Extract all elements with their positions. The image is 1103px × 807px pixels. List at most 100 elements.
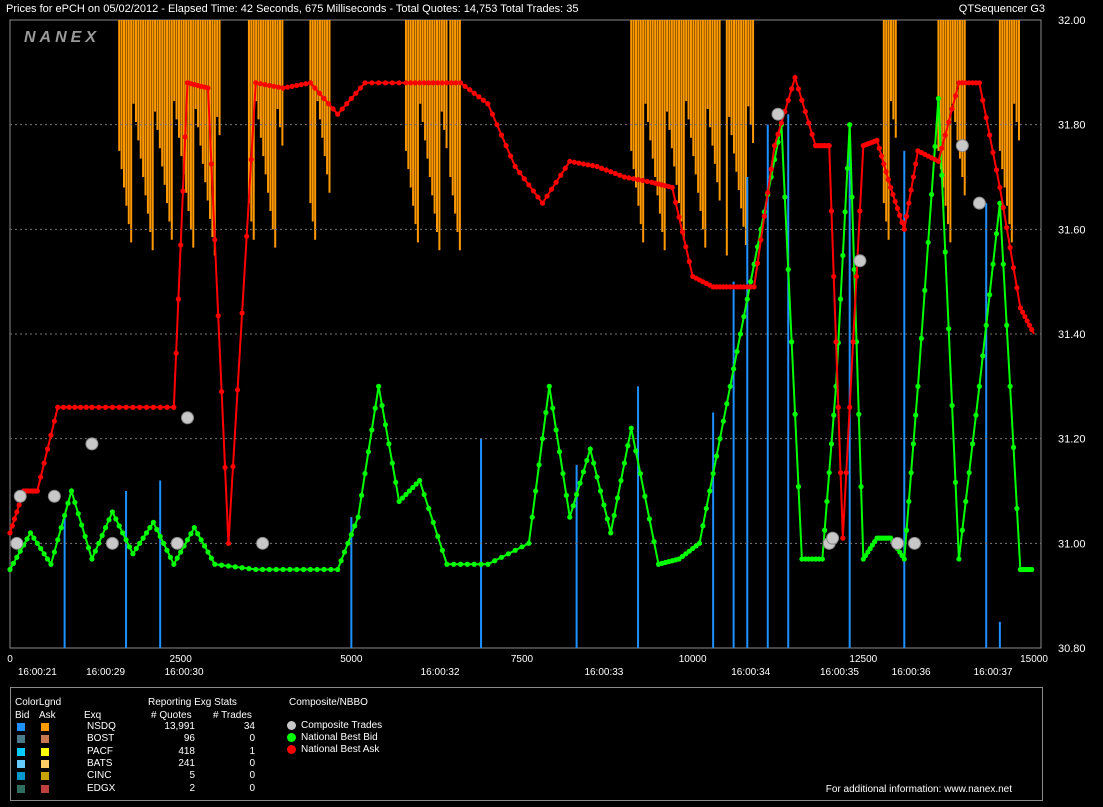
nbbo-label: National Best Bid [301,732,378,743]
bid-point [79,522,85,528]
bid-point [376,383,382,389]
ask-point [123,404,129,410]
ask-point [66,404,72,410]
bid-point [915,383,921,389]
time-tick-label: 16:00:32 [421,667,460,678]
bid-point [856,411,862,417]
bid-point [410,484,416,491]
bid-point [109,509,115,515]
ask-point [182,134,188,140]
exchange-quotes: 96 [183,733,195,745]
x-tick-label: 2500 [170,654,193,665]
nanex-watermark: NANEX [24,29,100,46]
bid-point [178,549,184,555]
ask-point [828,208,835,214]
exchange-quotes: 5 [189,770,195,782]
ask-point [44,446,51,452]
trade-point [853,254,867,268]
ask-point [853,273,860,280]
ask-point [576,160,582,166]
ask-point [799,97,805,103]
bid-point [720,418,726,424]
bid-point [201,543,208,549]
ask-point [219,388,225,395]
bid-point [444,561,450,567]
ask-point [143,404,150,410]
bid-point [133,545,139,552]
bid-point [253,566,259,573]
ask-point [673,199,679,205]
bid-point [457,561,464,567]
bid-point [365,449,371,455]
bid-point [824,498,830,505]
ask-point [630,176,637,182]
y-tick-label: 31.60 [1058,224,1086,236]
bid-point [533,488,539,494]
bid-point [858,484,864,490]
bid-point [82,533,88,539]
bid-point [969,441,976,447]
bid-point [587,446,593,452]
bid-point [161,540,167,546]
bid-point [17,548,23,554]
ask-point [48,432,54,438]
nbbo-marker [287,721,296,730]
ask-point [768,166,774,172]
bid-point [382,422,389,428]
ask-point [778,120,785,126]
ask-point [130,404,136,410]
info-link[interactable]: For additional information: www.nanex.ne… [825,784,1012,795]
app-name: QTSequencer G3 [958,3,1045,15]
bid-point [918,335,924,341]
ask-point [494,122,500,128]
exchange-name: NSDQ [87,721,116,732]
ask-point [599,165,605,171]
bid-point [191,525,197,531]
bid-point [219,562,225,568]
bid-point [99,532,105,539]
ask-point [831,273,837,280]
bid-point [116,523,122,529]
bid-point [976,383,982,389]
ask-point [426,80,432,86]
ask-point [802,108,808,115]
exchange-quotes: 418 [178,745,195,757]
ask-point [558,172,564,178]
ask-point [369,80,375,86]
trade-point [13,489,27,503]
nbbo-marker [287,733,296,742]
ask-point [562,165,568,171]
ask-point [881,161,887,167]
bid-point [44,556,51,562]
ask-point [885,177,891,183]
bid-point [379,402,385,409]
bid-point [273,566,279,573]
bid-point [543,409,549,416]
ask-point [503,143,509,149]
ask-swatch [41,747,49,756]
bid-point [399,495,406,501]
ask-swatch [41,784,49,793]
bid-point [246,566,252,572]
ask-point [467,87,473,93]
exchange-trades: 0 [249,770,255,782]
legend-panel: ColorLgnd Bid Ask Exq Reporting Exg Stat… [10,687,1043,801]
bid-point [734,348,740,355]
bid-point [7,566,13,573]
ask-point [771,143,778,149]
ask-point [376,80,382,86]
ask-swatch [41,723,49,731]
bid-point [526,540,532,546]
bid-point [512,547,518,553]
bid-point [147,525,153,531]
ask-point [444,80,450,86]
ask-point [353,90,359,96]
ask-point [686,259,692,265]
bid-point [973,412,979,418]
bid-point [426,505,432,512]
ask-point [72,404,78,410]
ask-point [878,153,885,159]
ask-point [990,149,996,156]
bid-swatch [17,784,25,793]
bid-swatch [17,735,25,744]
